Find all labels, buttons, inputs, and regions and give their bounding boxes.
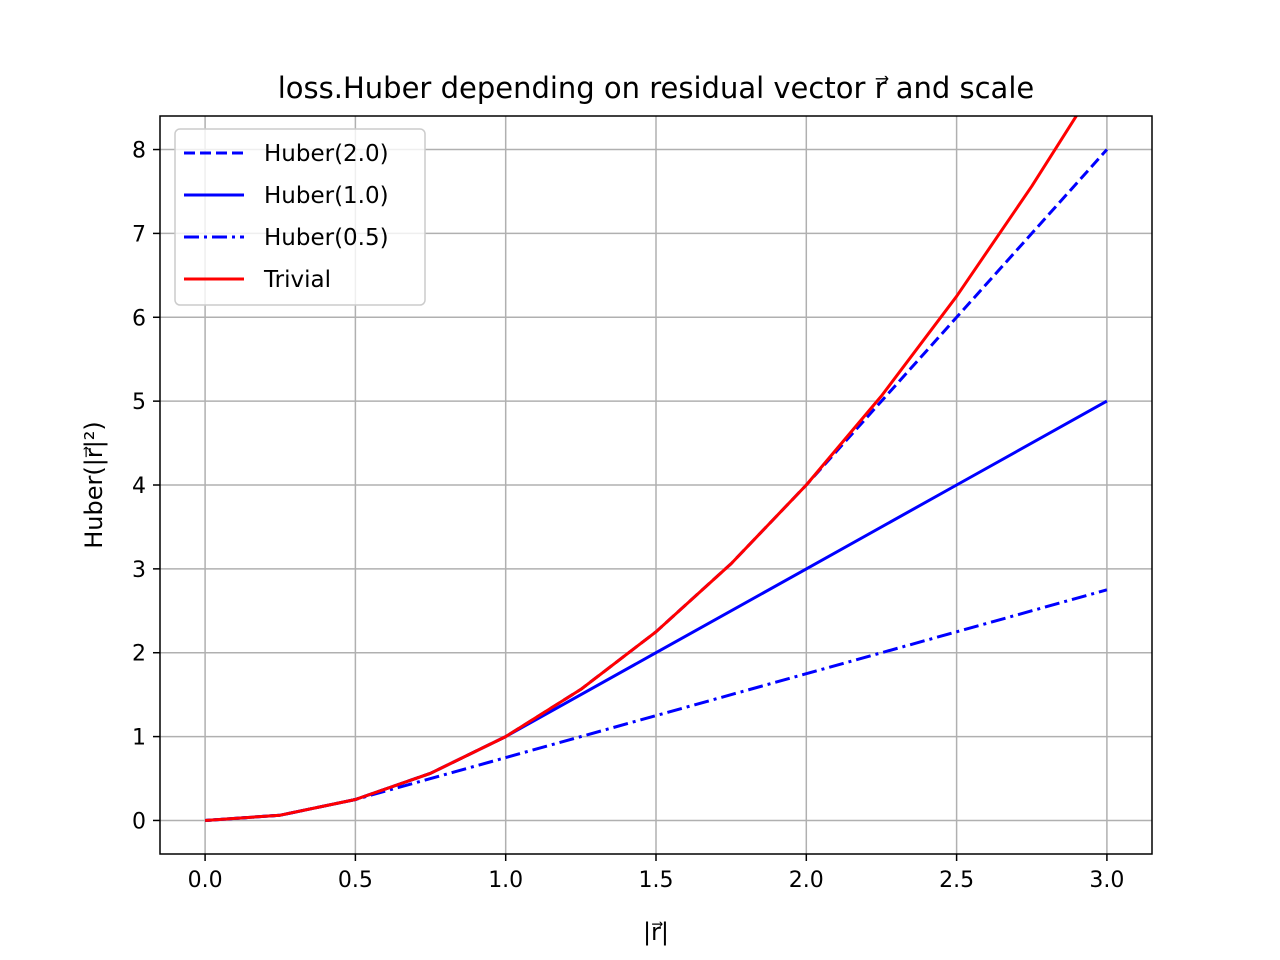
chart-title: loss.Huber depending on residual vector … bbox=[278, 71, 1034, 105]
y-tick-label: 2 bbox=[132, 642, 146, 667]
series-line-trivial bbox=[204, 116, 1079, 822]
x-tick-label: 2.0 bbox=[789, 868, 824, 893]
y-tick-label: 1 bbox=[132, 726, 146, 751]
series-group bbox=[204, 116, 1109, 822]
legend-label: Huber(1.0) bbox=[264, 183, 389, 209]
x-axis-label: |r⃗| bbox=[643, 918, 669, 946]
legend-label: Trivial bbox=[263, 267, 331, 293]
x-tick-label: 2.5 bbox=[939, 868, 974, 893]
y-tick-label: 3 bbox=[132, 558, 146, 583]
x-tick-label: 3.0 bbox=[1089, 868, 1124, 893]
x-tick-label: 0.0 bbox=[188, 868, 223, 893]
legend-label: Huber(2.0) bbox=[264, 141, 389, 167]
y-tick-label: 4 bbox=[132, 474, 146, 499]
y-tick-label: 6 bbox=[132, 306, 146, 331]
x-tick-label: 0.5 bbox=[338, 868, 373, 893]
legend-box bbox=[174, 128, 426, 306]
y-axis-label: Huber(|r⃗|²) bbox=[80, 421, 108, 549]
y-tick-label: 7 bbox=[132, 222, 146, 247]
y-tick-label: 0 bbox=[132, 809, 146, 834]
x-tick-label: 1.5 bbox=[639, 868, 674, 893]
legend: Huber(2.0) Huber(1.0) Huber(0.5) Trivial bbox=[174, 128, 426, 306]
legend-label: Huber(0.5) bbox=[264, 225, 389, 251]
y-tick-label: 5 bbox=[132, 390, 146, 415]
axis-ticks: 0.0 0.5 1.0 1.5 2.0 2.5 3.0 0 1 2 3 4 5 6 7 8 bbox=[132, 139, 1124, 893]
y-tick-label: 8 bbox=[132, 139, 146, 164]
x-tick-label: 1.0 bbox=[488, 868, 523, 893]
